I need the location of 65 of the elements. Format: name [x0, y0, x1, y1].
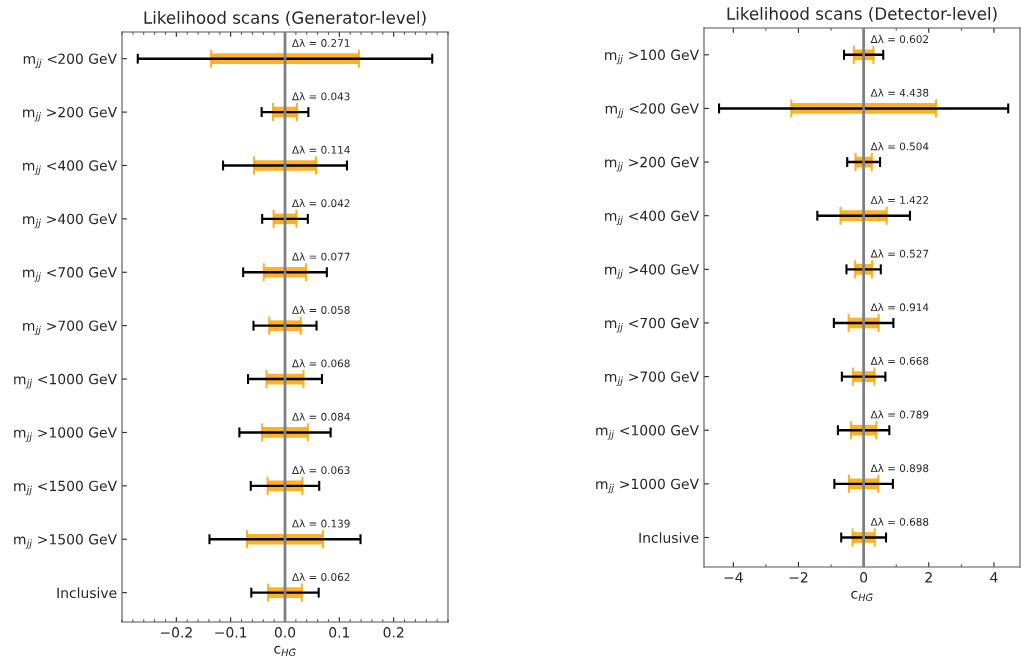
- bar: [846, 268, 881, 271]
- x-axis-title: c$_{HG̃}$: [851, 590, 873, 602]
- bar: [239, 431, 331, 434]
- annotation: Δλ = 1.422: [870, 195, 928, 204]
- x-axis-title: c$_{HG̃}$: [274, 645, 296, 657]
- y-tick-label: m$_{jj}$ <1000 GeV: [596, 425, 699, 440]
- y-tick-label: m$_{jj}$ >700 GeV: [23, 320, 117, 336]
- y-tick-label: m$_{jj}$ >100 GeV: [605, 49, 699, 65]
- annotation: Δλ = 0.688: [870, 517, 929, 526]
- x-tick-label: −4: [724, 572, 743, 583]
- y-tick-label: m$_{jj}$ >400 GeV: [23, 213, 117, 229]
- y-tick-label: m$_{jj}$ >200 GeV: [23, 106, 117, 122]
- annotation: Δλ = 0.139: [292, 519, 350, 528]
- x-tick-label: 0.1: [329, 627, 350, 638]
- x-tick-label: −0.1: [215, 627, 247, 638]
- y-tick-label: m$_{jj}$ >700 GeV: [605, 371, 699, 387]
- y-tick-label: Inclusive: [57, 587, 117, 599]
- y-tick-label: m$_{jj}$ <400 GeV: [605, 210, 699, 226]
- y-tick-label: m$_{jj}$ >1000 GeV: [14, 427, 117, 442]
- y-tick-label: m$_{jj}$ <700 GeV: [23, 267, 117, 282]
- x-tick-label: 0: [860, 572, 868, 583]
- annotation: Δλ = 0.271: [292, 38, 350, 47]
- annotation: Δλ = 0.043: [292, 92, 350, 101]
- y-tick-label: m$_{jj}$ >1000 GeV: [596, 478, 699, 494]
- chart-title: Likelihood scans (Detector-level): [727, 7, 997, 22]
- y-tick-label: m$_{jj}$ <200 GeV: [23, 53, 117, 69]
- bar: [719, 107, 1009, 110]
- y-tick-label: m$_{jj}$ >200 GeV: [605, 156, 699, 172]
- y-tick-label: m$_{jj}$ >400 GeV: [605, 264, 699, 279]
- bar: [841, 375, 886, 378]
- chart-title: Likelihood scans (Generator-level): [144, 11, 426, 26]
- y-tick-label: m$_{jj}$ <200 GeV: [605, 103, 699, 118]
- annotation: Δλ = 0.114: [292, 145, 350, 154]
- y-tick-label: Inclusive: [639, 532, 699, 543]
- annotation: Δλ = 0.062: [292, 572, 350, 581]
- annotation: Δλ = 0.504: [870, 142, 929, 151]
- annotation: Δλ = 0.789: [870, 410, 929, 419]
- annotation: Δλ = 4.438: [870, 88, 929, 97]
- x-tick-label: −2: [789, 572, 808, 583]
- x-tick-label: 0.0: [274, 627, 296, 638]
- bar: [223, 164, 347, 167]
- y-tick-label: m$_{jj}$ <1000 GeV: [14, 373, 117, 389]
- y-tick-label: m$_{jj}$ >1500 GeV: [14, 534, 117, 549]
- x-tick-label: 2: [925, 572, 932, 583]
- annotation: Δλ = 0.602: [870, 35, 928, 44]
- annotation: Δλ = 0.042: [292, 199, 350, 208]
- annotation: Δλ = 0.068: [292, 359, 350, 368]
- bar: [251, 591, 319, 594]
- annotation: Δλ = 0.058: [292, 305, 350, 314]
- annotation: Δλ = 0.668: [870, 356, 929, 365]
- y-tick-label: m$_{jj}$ <700 GeV: [605, 317, 699, 333]
- bar: [841, 536, 887, 539]
- x-tick-label: 4: [990, 572, 998, 583]
- annotation: Δλ = 0.077: [292, 252, 350, 261]
- annotation: Δλ = 0.527: [870, 249, 929, 258]
- annotation: Δλ = 0.063: [292, 466, 350, 475]
- bar: [137, 57, 433, 60]
- y-tick-label: m$_{jj}$ <1500 GeV: [14, 480, 117, 496]
- y-tick-label: m$_{jj}$ <400 GeV: [23, 160, 117, 175]
- annotation: Δλ = 0.898: [870, 464, 929, 473]
- annotation: Δλ = 0.084: [292, 412, 350, 421]
- annotation: Δλ = 0.914: [870, 303, 929, 312]
- x-tick-label: −0.2: [160, 627, 192, 638]
- x-tick-label: 0.2: [383, 627, 404, 638]
- bar: [253, 324, 317, 327]
